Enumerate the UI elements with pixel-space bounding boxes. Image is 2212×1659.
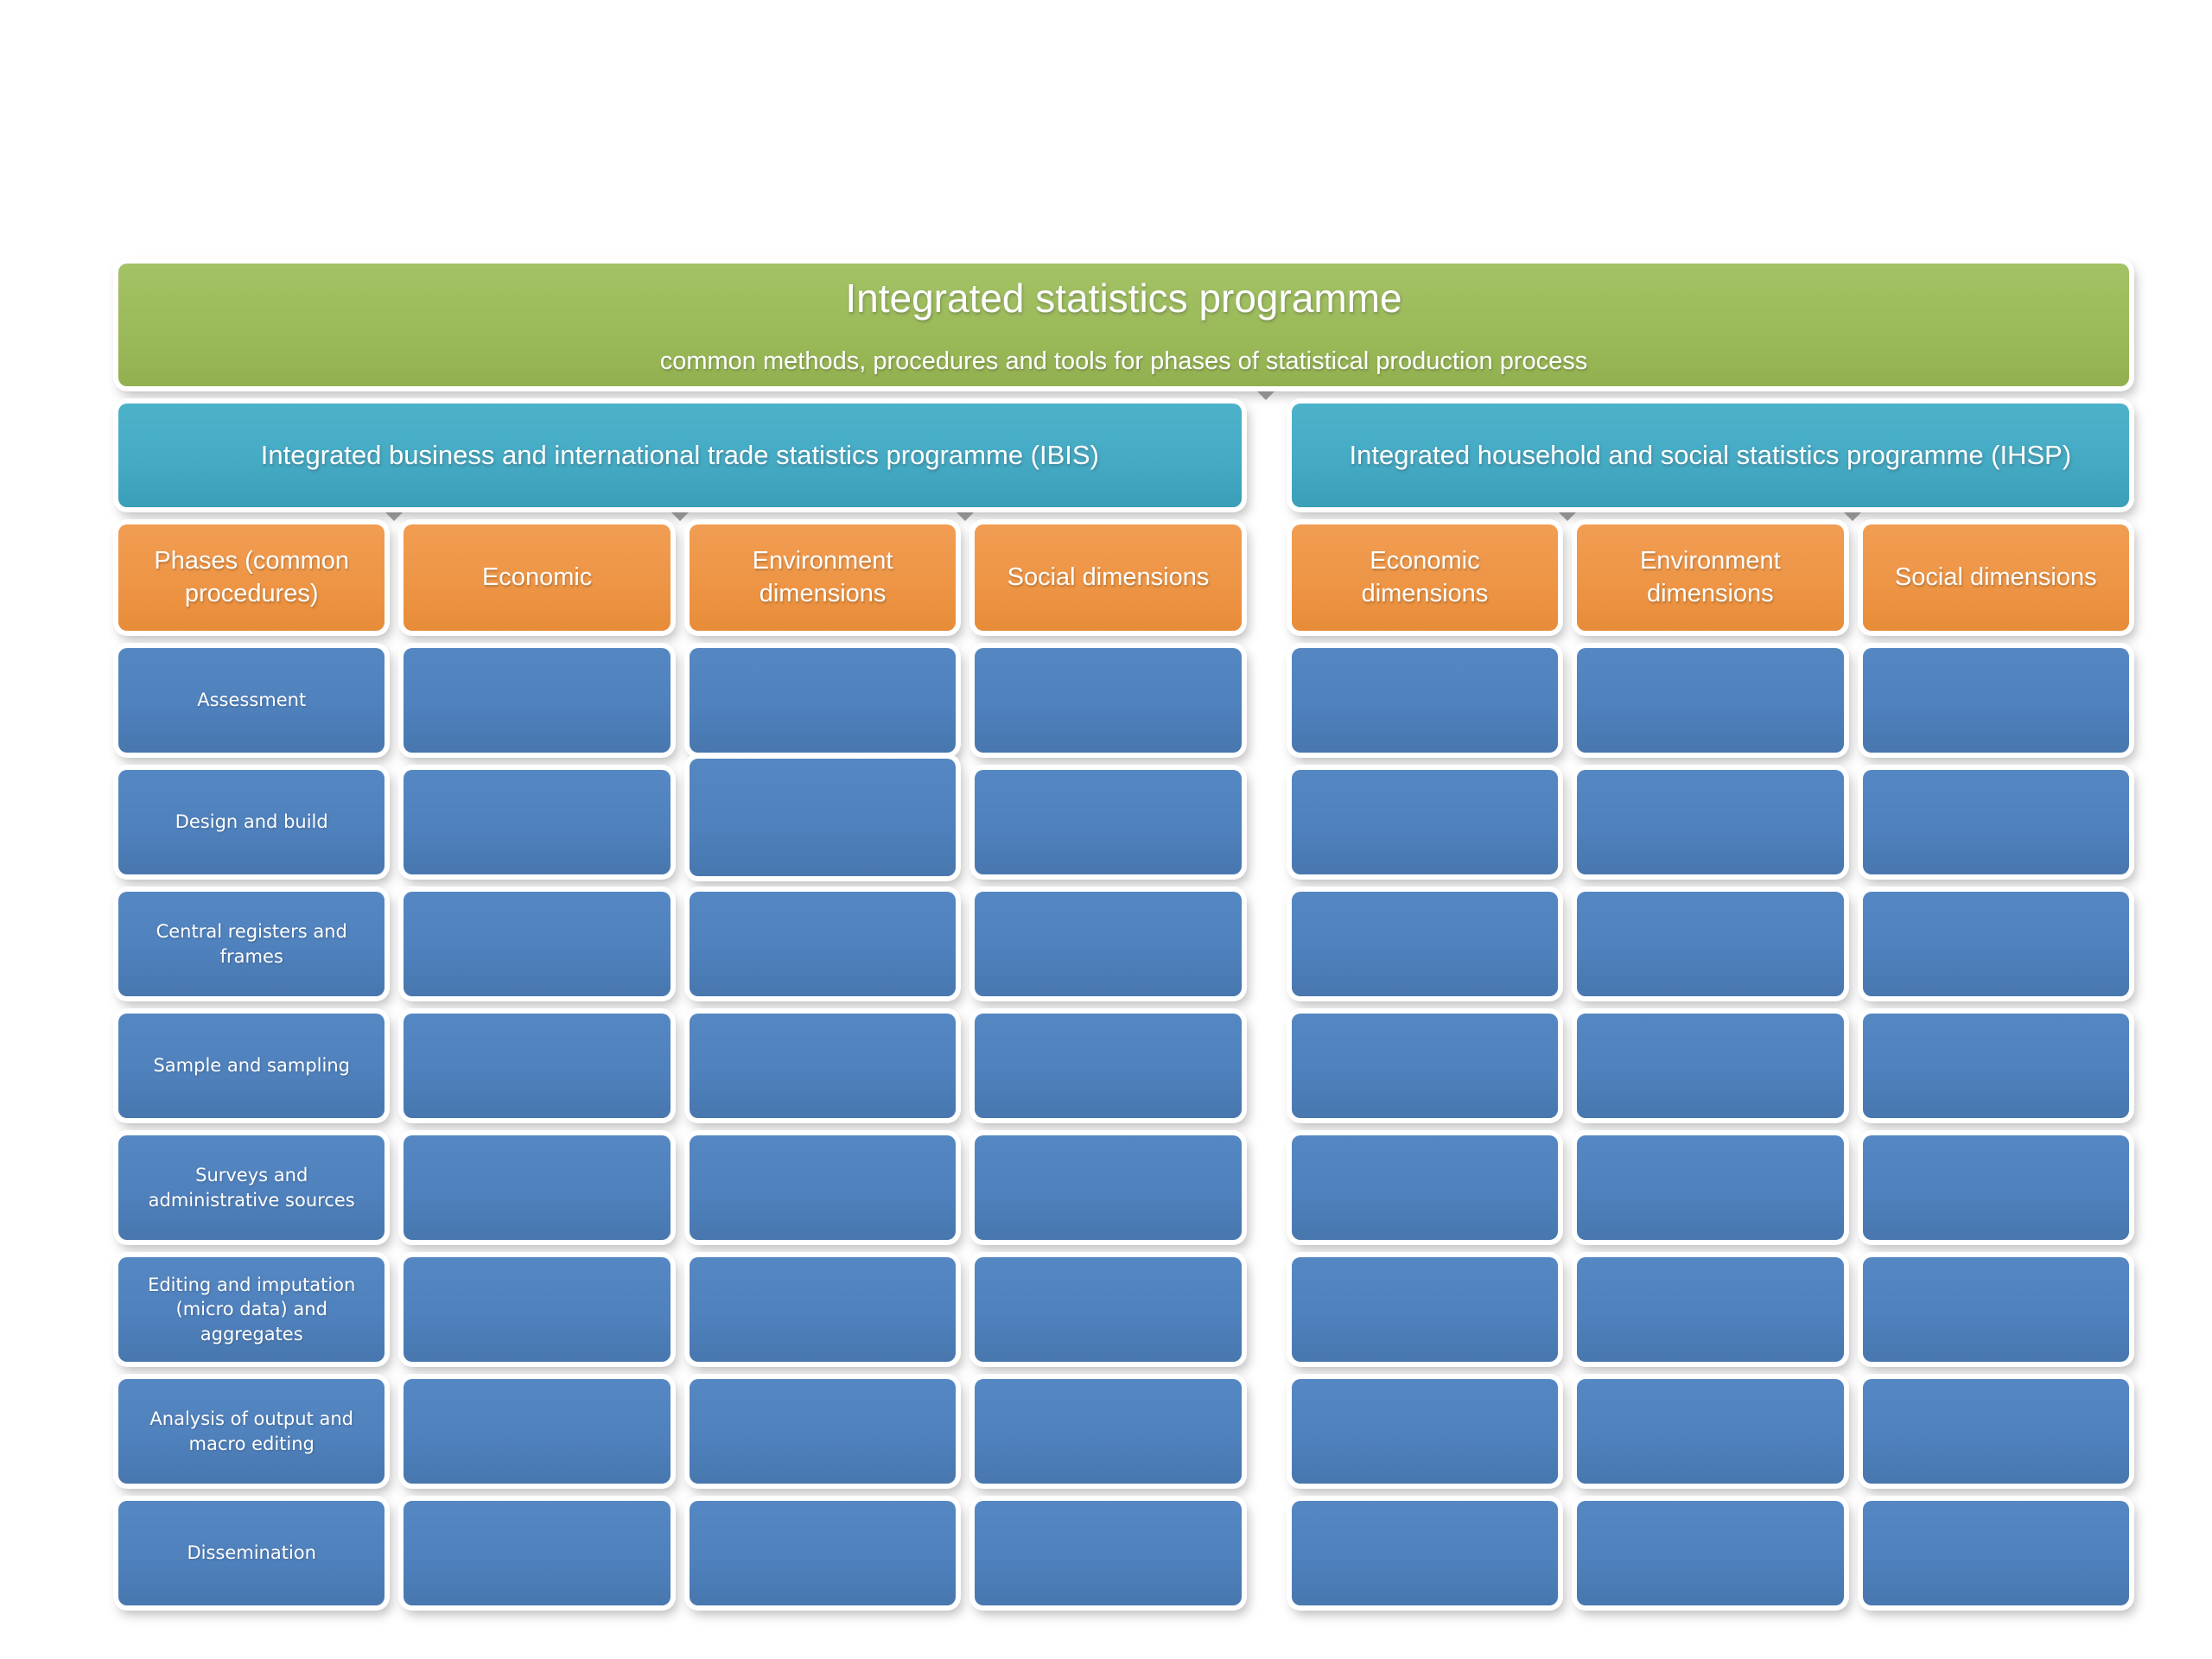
phase-row-central-registers-and-frames: Central registers and frames <box>118 892 2129 996</box>
matrix-cell <box>975 1014 1242 1118</box>
phase-label: Assessment <box>118 648 385 753</box>
matrix-cell <box>975 1501 1242 1605</box>
column-header-environment-ibis: Environment dimensions <box>689 524 957 631</box>
matrix-cell <box>1291 1014 1559 1118</box>
matrix-cell <box>1577 892 1844 996</box>
diagram-subtitle: common methods, procedures and tools for… <box>659 347 1588 376</box>
phase-row-surveys-and-administrative-sources: Surveys and administrative sources <box>118 1135 2129 1240</box>
matrix-cell <box>1577 1379 1844 1484</box>
matrix-cell <box>404 1501 671 1605</box>
diagram-title: Integrated statistics programme <box>845 276 1402 321</box>
phase-row-dissemination: Dissemination <box>118 1501 2129 1605</box>
matrix-cell <box>689 1014 957 1118</box>
matrix-cell <box>689 1257 957 1362</box>
matrix-cell <box>689 1135 957 1240</box>
connector-arrow-icon <box>952 508 978 521</box>
phase-row-assessment: Assessment <box>118 648 2129 753</box>
column-header-social-ihsp: Social dimensions <box>1862 524 2129 631</box>
matrix-cell <box>1577 1501 1844 1605</box>
column-header-economic-ihsp: Economic dimensions <box>1291 524 1559 631</box>
matrix-cell <box>1862 1501 2129 1605</box>
phase-label: Design and build <box>118 770 385 874</box>
matrix-cell <box>404 648 671 753</box>
matrix-cell <box>404 1379 671 1484</box>
phase-label: Surveys and administrative sources <box>118 1135 385 1240</box>
matrix-cell <box>975 1257 1242 1362</box>
phase-label: Central registers and frames <box>118 892 385 996</box>
phase-label: Sample and sampling <box>118 1014 385 1118</box>
matrix-cell <box>1577 648 1844 753</box>
phase-label: Editing and imputation (micro data) and … <box>118 1257 385 1362</box>
matrix-cell <box>1862 892 2129 996</box>
connector-arrow-icon <box>1840 508 1866 521</box>
phase-label: Dissemination <box>118 1501 385 1605</box>
matrix-cell <box>975 648 1242 753</box>
matrix-cell <box>1862 1379 2129 1484</box>
matrix-cell <box>1577 770 1844 874</box>
matrix-cell <box>689 648 957 753</box>
integrated-statistics-diagram: Integrated statistics programme common m… <box>118 264 2129 1605</box>
matrix-cell <box>1577 1257 1844 1362</box>
matrix-cell <box>1862 1257 2129 1362</box>
matrix-cell <box>404 1257 671 1362</box>
matrix-cell <box>1291 648 1559 753</box>
matrix-cell <box>1577 1014 1844 1118</box>
connector-arrow-icon <box>1554 508 1580 521</box>
matrix-cell <box>404 1014 671 1118</box>
column-header-economic-ibis: Economic <box>404 524 671 631</box>
matrix-cell <box>1291 1501 1559 1605</box>
phase-row-design-and-build: Design and build <box>118 759 2129 876</box>
matrix-cell <box>1291 1257 1559 1362</box>
matrix-cell <box>1291 770 1559 874</box>
phase-row-editing-and-imputation: Editing and imputation (micro data) and … <box>118 1257 2129 1362</box>
matrix-cell <box>975 892 1242 996</box>
matrix-cell <box>975 1135 1242 1240</box>
title-band: Integrated statistics programme common m… <box>118 264 2129 386</box>
programme-bands-row: Integrated business and international tr… <box>118 404 2129 507</box>
matrix-cell <box>1862 648 2129 753</box>
matrix-cell <box>689 759 957 876</box>
matrix-cell <box>975 1379 1242 1484</box>
connector-arrow-icon <box>381 508 407 521</box>
column-headers-row: Phases (common procedures) Economic Envi… <box>118 524 2129 631</box>
column-header-environment-ihsp: Environment dimensions <box>1577 524 1844 631</box>
matrix-cell <box>404 1135 671 1240</box>
connector-arrow-icon <box>667 508 693 521</box>
matrix-cell <box>1291 1379 1559 1484</box>
matrix-cell <box>689 1501 957 1605</box>
matrix-cell <box>975 770 1242 874</box>
phase-label: Analysis of output and macro editing <box>118 1379 385 1484</box>
matrix-cell <box>1577 1135 1844 1240</box>
matrix-cell <box>1291 892 1559 996</box>
matrix-cell <box>1862 1135 2129 1240</box>
matrix-cell <box>1862 770 2129 874</box>
column-header-phases: Phases (common procedures) <box>118 524 385 631</box>
phase-row-sample-and-sampling: Sample and sampling <box>118 1014 2129 1118</box>
column-header-social-ibis: Social dimensions <box>975 524 1242 631</box>
matrix-cell <box>404 892 671 996</box>
programme-band-ibis: Integrated business and international tr… <box>118 404 1242 507</box>
connector-arrow-icon <box>1253 387 1279 400</box>
matrix-cell <box>1291 1135 1559 1240</box>
matrix-cell <box>689 1379 957 1484</box>
matrix-cell <box>689 892 957 996</box>
matrix-cell <box>1862 1014 2129 1118</box>
phase-row-analysis-of-output-and-macro-editing: Analysis of output and macro editing <box>118 1379 2129 1484</box>
matrix-cell <box>404 770 671 874</box>
programme-band-ihsp: Integrated household and social statisti… <box>1291 404 2129 507</box>
